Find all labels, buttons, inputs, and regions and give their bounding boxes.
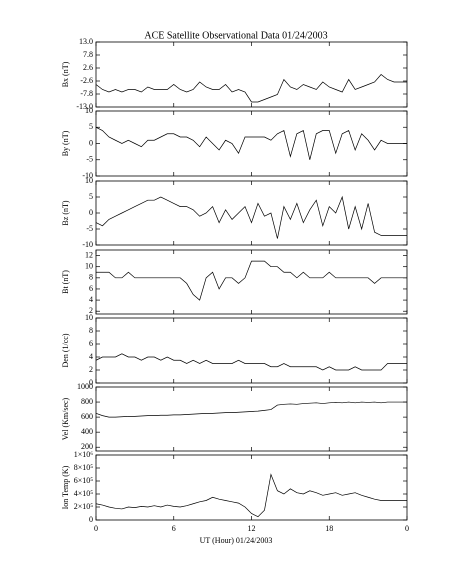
y-axis-label: By (nT) [61,130,70,156]
y-tick-label: 10 [85,176,93,185]
panel-frame [95,41,408,108]
x-tick-label: 18 [325,524,333,533]
x-tick-label: 12 [248,524,256,533]
panel-frame [95,317,408,384]
y-tick-label: 5 [89,192,93,201]
data-line [95,401,407,418]
panel-frame [95,454,408,521]
y-tick-label: 1000 [77,382,93,391]
x-tick-label: 6 [172,524,176,533]
data-line [95,74,407,103]
y-tick-label: 4 [89,352,93,361]
y-axis-label: Ion Temp (K) [61,465,70,509]
y-axis-label: Bt (nT) [61,270,70,294]
y-tick-label: 7.8 [83,50,93,59]
data-line [95,353,407,371]
y-tick-label: 400 [81,427,93,436]
y-tick-label: 6×10⁵ [74,476,94,485]
y-tick-label: 4 [89,295,93,304]
data-line [96,260,407,301]
x-tick-label: 0 [94,524,98,533]
y-tick-label: 10 [85,262,93,271]
y-tick-label: -10 [82,171,93,180]
y-tick-label: 1×10⁶ [74,450,94,459]
y-tick-label: -5 [86,224,93,233]
y-tick-label: 8×10⁵ [74,463,94,472]
y-tick-label: -7.8 [80,89,93,98]
x-axis-label: UT (Hour) 01/24/2003 [200,536,273,545]
y-tick-label: 600 [81,412,93,421]
y-axis-label: Bz (nT) [61,200,70,225]
panel-frame [95,180,408,246]
data-line [95,195,407,239]
y-axis-label: Bx (nT) [61,61,70,87]
y-axis-label: Vel (Km/sec) [61,397,70,440]
y-tick-label: 13.0 [79,37,93,46]
y-tick-label: 0 [89,378,93,387]
y-tick-label: 2 [89,365,93,374]
y-tick-label: 0 [89,138,93,147]
y-tick-label: -5 [86,155,93,164]
y-tick-label: 0 [89,208,93,217]
y-tick-label: 2 [89,306,93,315]
y-tick-label: -13.0 [76,102,93,111]
y-tick-label: 10 [85,106,93,115]
panel-frame [95,249,408,315]
y-tick-label: -10 [82,240,93,249]
y-tick-label: -2.6 [80,76,93,85]
data-line [95,126,407,160]
y-tick-label: 12 [85,250,93,259]
panel-frame [95,386,408,452]
y-tick-label: 10 [85,313,93,322]
y-tick-label: 5 [89,122,93,131]
y-tick-label: 200 [81,442,93,451]
y-tick-label: 6 [89,339,93,348]
y-tick-label: 0 [89,515,93,524]
panel-frame [95,110,408,177]
y-axis-label: Den (1/cc) [61,333,70,367]
y-tick-label: 8 [89,326,93,335]
x-tick-label: 0 [405,524,409,533]
y-tick-label: 4×10⁵ [74,489,94,498]
y-tick-label: 2.6 [83,63,93,72]
y-tick-label: 2×10⁵ [74,502,94,511]
data-line [95,473,407,518]
chart-title: ACE Satellite Observational Data 01/24/2… [144,30,327,41]
y-tick-label: 8 [89,273,93,282]
y-tick-label: 800 [81,397,93,406]
y-tick-label: 6 [89,284,93,293]
